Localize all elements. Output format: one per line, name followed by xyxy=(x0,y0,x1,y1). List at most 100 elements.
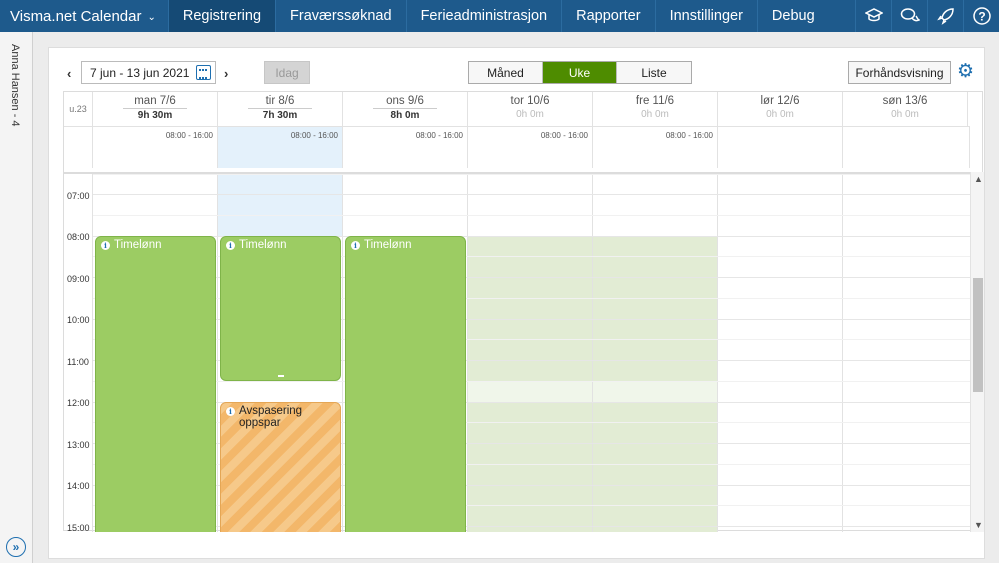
time-label: 12:00 xyxy=(67,398,90,408)
day-header-mon[interactable]: man 7/6 9h 30m xyxy=(93,92,218,126)
expand-sidebar-icon[interactable]: » xyxy=(6,537,26,557)
date-range-text: 7 jun - 13 jun 2021 xyxy=(90,66,190,80)
grid-line xyxy=(93,174,970,175)
grid-line xyxy=(93,443,970,444)
day-hours: 0h 0m xyxy=(766,109,794,120)
grid-line xyxy=(93,215,970,216)
day-column-thu[interactable] xyxy=(468,174,593,532)
calendar-panel: ‹ 7 jun - 13 jun 2021 › Idag Måned Uke L… xyxy=(48,47,985,559)
info-icon[interactable]: i xyxy=(226,241,235,250)
resize-handle[interactable] xyxy=(278,375,284,377)
next-week-icon[interactable]: › xyxy=(224,66,229,81)
day-column-mon[interactable] xyxy=(93,174,218,532)
gear-icon[interactable]: ⚙ xyxy=(957,61,975,82)
day-hours: 7h 30m xyxy=(248,108,312,121)
calendar-toolbar: ‹ 7 jun - 13 jun 2021 › Idag Måned Uke L… xyxy=(49,48,986,92)
allday-cell-fri[interactable]: 08:00 - 16:00 xyxy=(593,126,718,168)
view-list-button[interactable]: Liste xyxy=(617,62,691,83)
day-header-tue[interactable]: tir 8/6 7h 30m xyxy=(218,92,343,126)
day-header-sun[interactable]: søn 13/6 0h 0m xyxy=(843,92,968,126)
event-title: Avspasering oppspar xyxy=(239,405,303,429)
calendar-icon[interactable] xyxy=(196,65,211,80)
day-column-sun[interactable] xyxy=(843,174,970,532)
time-label: 14:00 xyxy=(67,481,90,491)
day-name: ons 9/6 xyxy=(386,95,424,107)
help-icon[interactable]: ? xyxy=(963,0,999,32)
view-switcher: Måned Uke Liste xyxy=(468,61,692,84)
allday-cell-mon[interactable]: 08:00 - 16:00 xyxy=(93,126,218,168)
day-column-fri[interactable] xyxy=(593,174,718,532)
day-column-sat[interactable] xyxy=(718,174,843,532)
prev-week-icon[interactable]: ‹ xyxy=(67,66,72,81)
day-header-wed[interactable]: ons 9/6 8h 0m xyxy=(343,92,468,126)
info-icon[interactable]: i xyxy=(226,407,235,416)
day-name: fre 11/6 xyxy=(635,95,675,107)
svg-text:?: ? xyxy=(978,10,985,24)
work-hours: 08:00 - 16:00 xyxy=(540,131,588,140)
grid-line xyxy=(93,298,970,299)
view-month-button[interactable]: Måned xyxy=(469,62,543,83)
event-avspasering-tue[interactable]: i Avspasering oppspar xyxy=(220,402,341,532)
grid-line xyxy=(93,464,970,465)
day-column-wed[interactable] xyxy=(343,174,468,532)
allday-cell-sun[interactable] xyxy=(843,126,970,168)
scroll-up-icon[interactable]: ▲ xyxy=(974,174,983,184)
preview-button[interactable]: Forhåndsvisning xyxy=(848,61,951,84)
tab-ferieadministrasjon[interactable]: Ferieadministrasjon xyxy=(405,0,562,32)
day-hours: 0h 0m xyxy=(516,109,544,120)
time-column: 07:00 08:00 09:00 10:00 11:00 12:00 13:0… xyxy=(64,174,93,532)
calendar-scrollbar[interactable]: ▲ ▼ xyxy=(970,172,984,532)
grid-line xyxy=(93,526,970,527)
grid-line xyxy=(93,505,970,506)
scroll-down-icon[interactable]: ▼ xyxy=(974,520,983,530)
tab-registrering[interactable]: Registrering xyxy=(167,0,276,32)
user-sidebar: Anna Hansen - 4 » xyxy=(0,32,33,563)
event-title: Timelønn xyxy=(114,239,162,251)
chevron-down-icon: ⌄ xyxy=(147,11,156,23)
app-brand-menu[interactable]: Visma.net Calendar ⌄ xyxy=(0,0,168,32)
app-title: Visma.net Calendar xyxy=(10,7,142,25)
tab-innstillinger[interactable]: Innstillinger xyxy=(654,0,757,32)
day-name: man 7/6 xyxy=(134,95,176,107)
time-grid: 07:00 08:00 09:00 10:00 11:00 12:00 13:0… xyxy=(64,172,970,532)
rocket-icon[interactable] xyxy=(927,0,963,32)
day-header-fri[interactable]: fre 11/6 0h 0m xyxy=(593,92,718,126)
time-label: 15:00 xyxy=(67,523,90,532)
allday-cell-tue[interactable]: 08:00 - 16:00 xyxy=(218,126,343,168)
work-hours: 08:00 - 16:00 xyxy=(165,131,213,140)
event-timelonn-mon[interactable]: i Timelønn xyxy=(95,236,216,532)
event-timelonn-wed[interactable]: i Timelønn xyxy=(345,236,466,532)
allday-cell-sat[interactable] xyxy=(718,126,843,168)
day-header-thu[interactable]: tor 10/6 0h 0m xyxy=(468,92,593,126)
time-label: 13:00 xyxy=(67,440,90,450)
day-hours: 8h 0m xyxy=(373,108,437,121)
chat-icon[interactable] xyxy=(891,0,927,32)
tab-debug[interactable]: Debug xyxy=(756,0,829,32)
allday-cell-wed[interactable]: 08:00 - 16:00 xyxy=(343,126,468,168)
allday-cell-thu[interactable]: 08:00 - 16:00 xyxy=(468,126,593,168)
date-range-field[interactable]: 7 jun - 13 jun 2021 xyxy=(81,61,216,84)
time-label: 08:00 xyxy=(67,232,90,242)
day-name: søn 13/6 xyxy=(882,95,928,107)
sidebar-user-name: Anna Hansen - 4 xyxy=(9,44,21,127)
tab-rapporter[interactable]: Rapporter xyxy=(561,0,654,32)
top-navigation: Visma.net Calendar ⌄ Registrering Fravær… xyxy=(0,0,999,32)
day-hours: 0h 0m xyxy=(641,109,669,120)
day-header-sat[interactable]: lør 12/6 0h 0m xyxy=(718,92,843,126)
info-icon[interactable]: i xyxy=(351,241,360,250)
event-timelonn-tue[interactable]: i Timelønn xyxy=(220,236,341,381)
tab-fravaerssoknad[interactable]: Fraværssøknad xyxy=(275,0,406,32)
week-calendar: u.23 man 7/6 9h 30m tir 8/6 7h 30m ons 9… xyxy=(63,91,984,532)
grid-line xyxy=(93,360,970,361)
graduation-cap-icon[interactable] xyxy=(855,0,891,32)
scrollbar-thumb[interactable] xyxy=(973,278,983,392)
today-button[interactable]: Idag xyxy=(264,61,310,84)
grid-line xyxy=(93,256,970,257)
grid-line xyxy=(93,194,970,195)
info-icon[interactable]: i xyxy=(101,241,110,250)
view-week-button[interactable]: Uke xyxy=(543,62,617,83)
day-hours: 9h 30m xyxy=(123,108,187,121)
day-name: tor 10/6 xyxy=(510,95,550,107)
allday-spacer xyxy=(64,126,93,168)
time-label: 07:00 xyxy=(67,191,90,201)
